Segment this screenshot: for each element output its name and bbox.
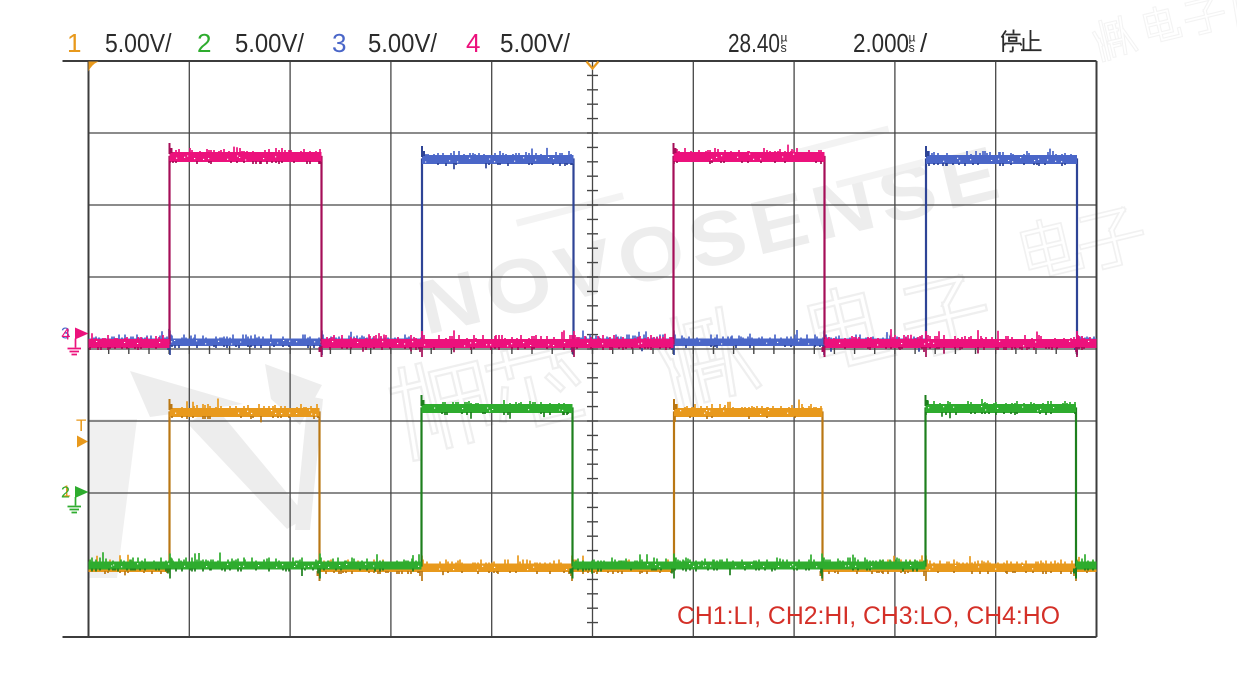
svg-text:5.00V/: 5.00V/	[500, 28, 571, 58]
svg-text:2: 2	[197, 28, 211, 58]
svg-text:/: /	[920, 28, 928, 58]
svg-text:28.40: 28.40	[728, 28, 780, 58]
svg-text:µ: µ	[909, 31, 916, 45]
svg-text:4: 4	[62, 327, 71, 344]
svg-text:2: 2	[61, 485, 70, 502]
svg-text:1: 1	[67, 28, 81, 58]
svg-text:s: s	[909, 41, 915, 55]
svg-text:s: s	[781, 41, 787, 55]
svg-text:4: 4	[466, 28, 480, 58]
svg-text:3: 3	[61, 326, 70, 343]
svg-text:5.00V/: 5.00V/	[105, 28, 172, 58]
svg-text:5.00V/: 5.00V/	[368, 28, 438, 58]
svg-text:1: 1	[62, 484, 71, 501]
svg-text:5.00V/: 5.00V/	[235, 28, 305, 58]
svg-text:2.000: 2.000	[853, 28, 909, 58]
svg-text:T: T	[76, 416, 86, 435]
svg-text:3: 3	[332, 28, 346, 58]
svg-text:µ: µ	[781, 31, 788, 45]
svg-text:CH1:LI, CH2:HI, CH3:LO, CH4:HO: CH1:LI, CH2:HI, CH3:LO, CH4:HO	[677, 602, 1060, 630]
